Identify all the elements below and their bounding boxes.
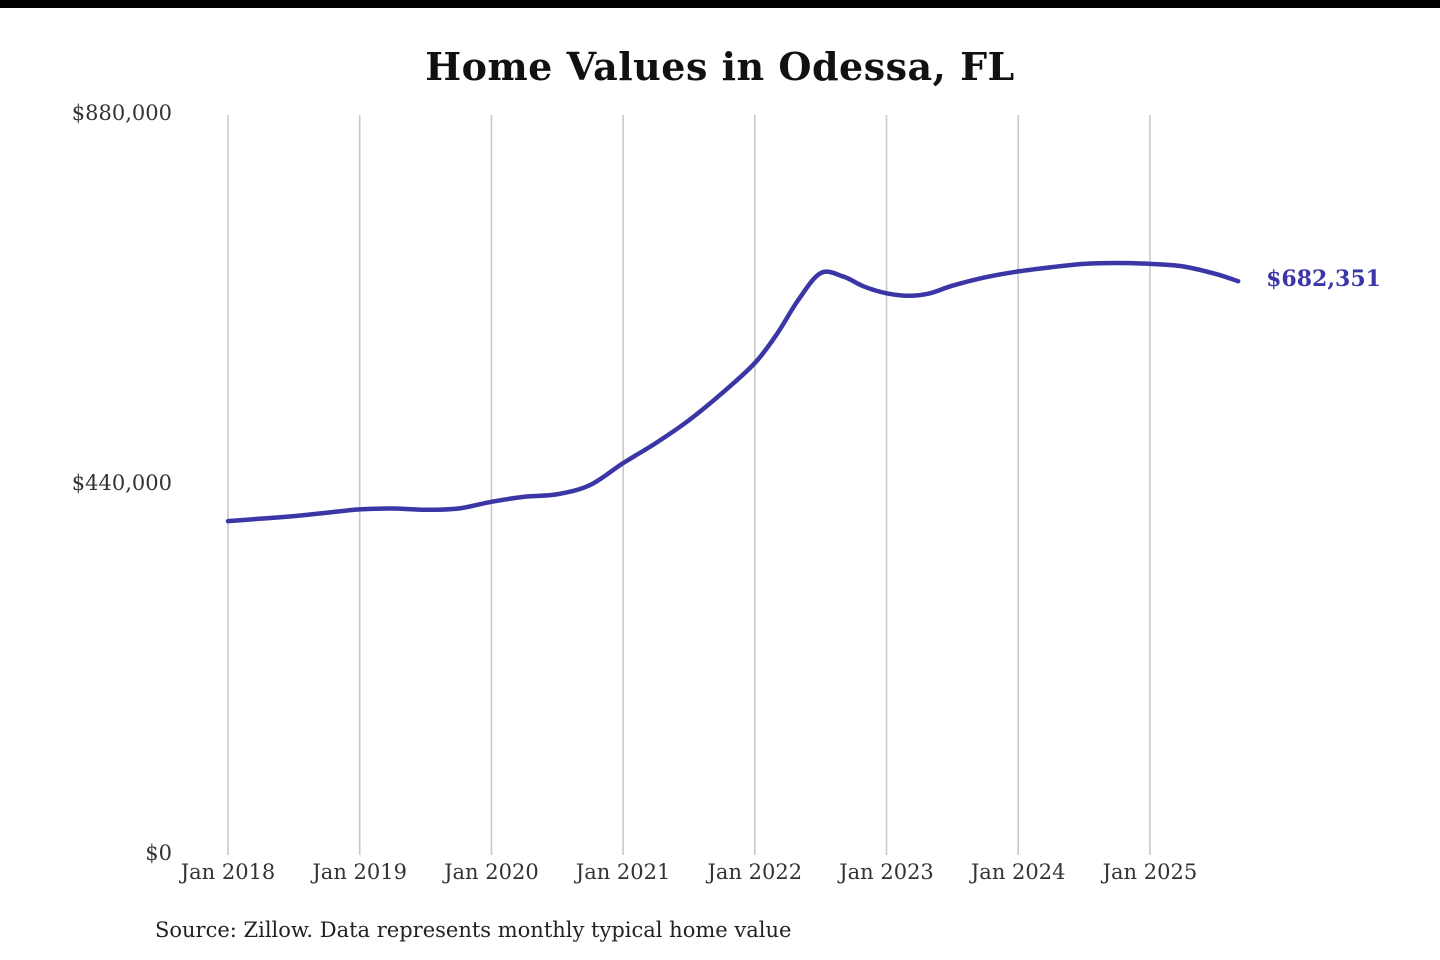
x-tick-label-2020: Jan 2020 [444, 860, 539, 884]
y-tick-label-1: $440,000 [71, 471, 172, 495]
x-tick-label-2021: Jan 2021 [575, 860, 671, 884]
x-tick-label-2019: Jan 2019 [312, 860, 407, 884]
source-note: Source: Zillow. Data represents monthly … [155, 918, 792, 942]
latest-value-label: $682,351 [1266, 266, 1381, 293]
y-tick-label-0: $0 [145, 841, 172, 865]
top-black-bar [0, 0, 1440, 8]
x-tick-label-2023: Jan 2023 [839, 860, 934, 884]
gridlines [227, 115, 1151, 855]
x-tick-label-2022: Jan 2022 [707, 860, 803, 884]
x-tick-label-2024: Jan 2024 [970, 860, 1066, 884]
home-value-line-series [225, 260, 1241, 524]
x-tick-label-2025: Jan 2025 [1102, 860, 1198, 884]
x-tick-label-2018: Jan 2018 [180, 860, 276, 884]
y-tick-label-2: $880,000 [71, 101, 172, 125]
chart-title: Home Values in Odessa, FL [425, 44, 1015, 89]
